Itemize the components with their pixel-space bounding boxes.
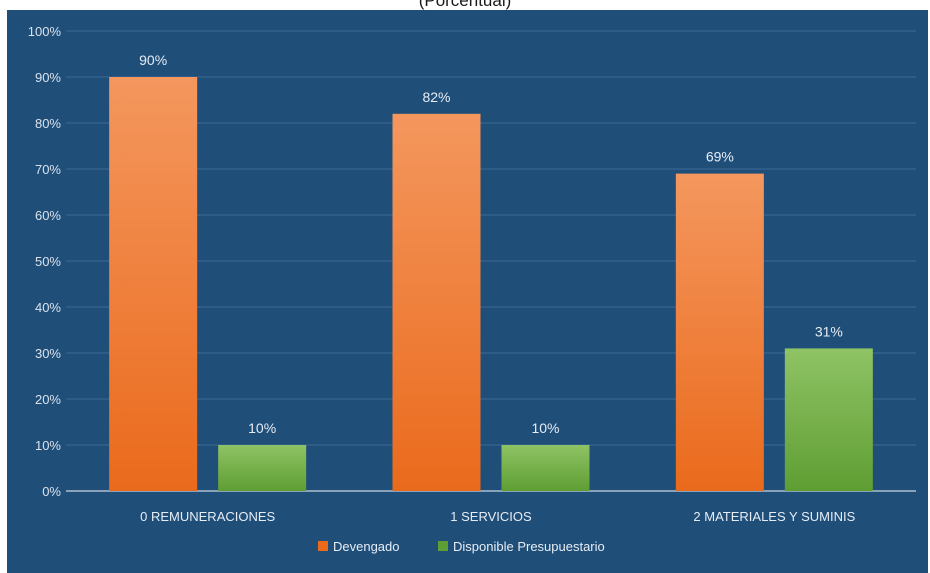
y-tick-label: 20%	[35, 392, 61, 407]
data-label: 10%	[531, 420, 559, 436]
legend-label: Disponible Presupuestario	[453, 539, 605, 554]
category-label: 0 REMUNERACIONES	[140, 509, 275, 524]
bar-disponible-presupuestario	[501, 445, 590, 491]
data-label: 90%	[139, 52, 167, 68]
data-label: 82%	[422, 89, 450, 105]
bar-devengado	[109, 77, 198, 491]
y-tick-label: 60%	[35, 208, 61, 223]
y-tick-label: 100%	[28, 24, 62, 39]
y-tick-label: 30%	[35, 346, 61, 361]
category-label: 2 MATERIALES Y SUMINIS	[693, 509, 855, 524]
legend-swatch	[438, 541, 448, 551]
y-axis-tick-labels: 0% 10% 20% 30% 40% 50% 60% 70% 80% 90% 100%	[28, 24, 62, 499]
data-label: 10%	[248, 420, 276, 436]
data-label: 31%	[815, 323, 843, 339]
bar-disponible-presupuestario	[218, 445, 307, 491]
legend: Devengado Disponible Presupuestario	[318, 539, 605, 554]
x-axis-category-labels: 0 REMUNERACIONES 1 SERVICIOS 2 MATERIALES …	[140, 509, 855, 524]
data-labels: 90% 10% 82% 10% 69% 31%	[139, 52, 843, 436]
y-tick-label: 70%	[35, 162, 61, 177]
y-tick-label: 50%	[35, 254, 61, 269]
y-tick-label: 0%	[42, 484, 61, 499]
category-label: 1 SERVICIOS	[450, 509, 532, 524]
data-label: 69%	[706, 149, 734, 165]
chart-subtitle: (Porcentual)	[418, 0, 512, 10]
y-tick-label: 10%	[35, 438, 61, 453]
y-tick-label: 90%	[35, 70, 61, 85]
legend-swatch	[318, 541, 328, 551]
bars	[109, 77, 873, 492]
bar-devengado	[392, 113, 481, 492]
y-tick-label: 80%	[35, 116, 61, 131]
legend-label: Devengado	[333, 539, 400, 554]
y-tick-label: 40%	[35, 300, 61, 315]
gridlines	[66, 30, 916, 492]
bar-devengado	[675, 173, 764, 491]
bar-disponible-presupuestario	[784, 348, 873, 491]
